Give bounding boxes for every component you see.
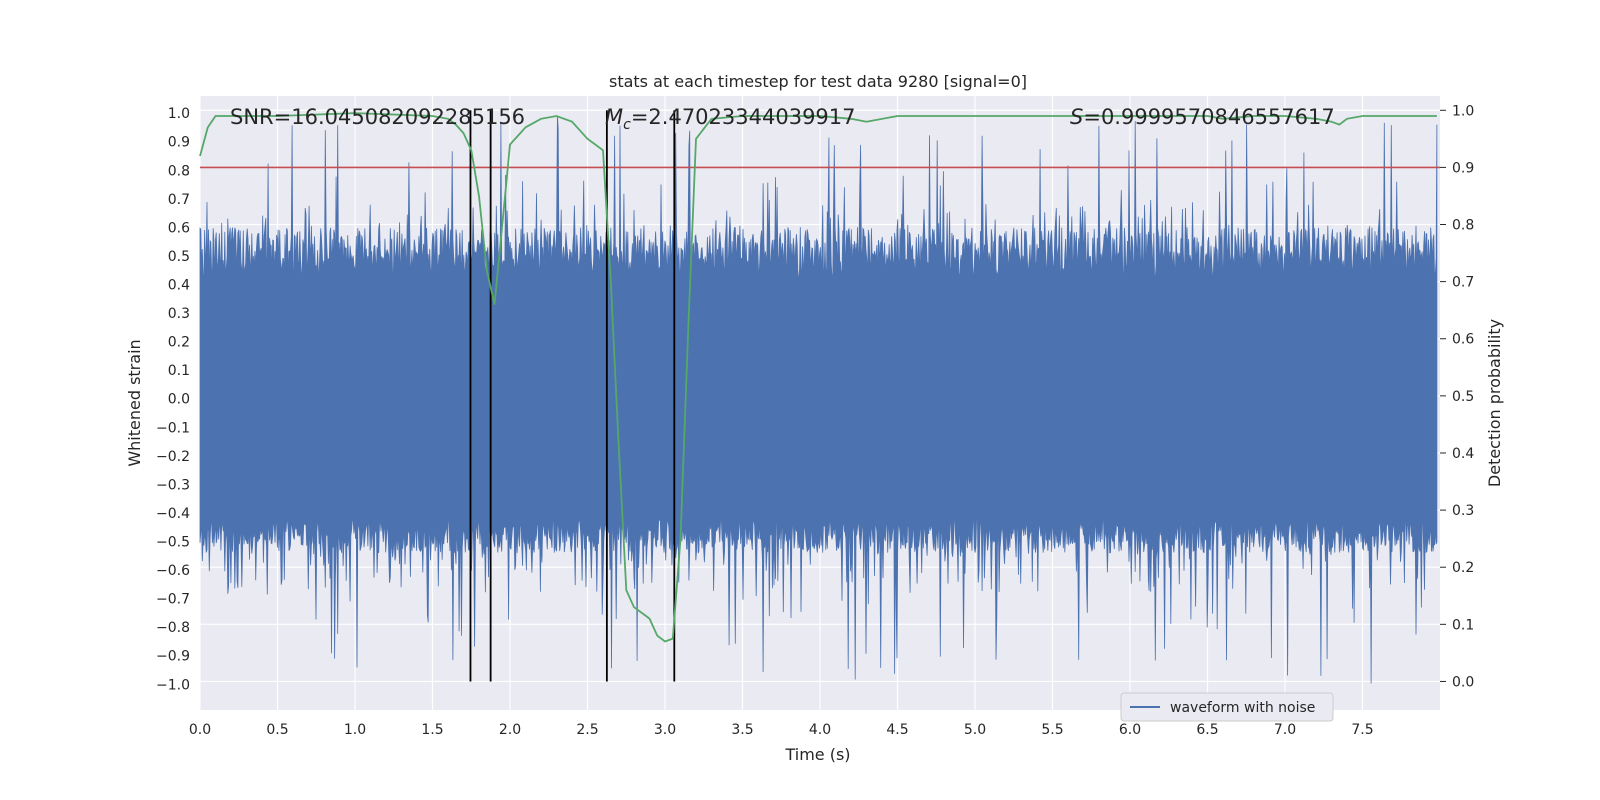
x-tick-label: 6.0 [1119, 722, 1141, 738]
y-left-tick-label: 0.0 [168, 392, 190, 408]
y-left-tick-label: −0.6 [156, 563, 190, 579]
y-left-axis-ticks: 1.0 0.9 0.8 0.7 0.6 0.5 0.4 0.3 0.2 0.1 0.0 −0.1 −0.… [156, 106, 190, 693]
y-right-tick-label: 1.0 [1452, 103, 1474, 119]
legend-label: waveform with noise [1170, 700, 1315, 716]
y-left-tick-label: 0.2 [168, 335, 190, 351]
waveform-fill [199, 115, 1438, 684]
snr-annotation: SNR=16.045082092285156 [230, 105, 525, 129]
x-tick-label: 7.0 [1274, 722, 1296, 738]
y-right-tick-label: 0.9 [1452, 160, 1474, 176]
y-left-tick-label: −0.2 [156, 449, 190, 465]
y-right-tick-label: 0.5 [1452, 389, 1474, 405]
y-left-axis-label: Whitened strain [125, 339, 144, 466]
x-tick-label: 1.0 [344, 722, 366, 738]
y-left-tick-label: −0.5 [156, 535, 190, 551]
probability-series [199, 112, 1437, 643]
x-tick-label: 5.0 [964, 722, 986, 738]
x-tick-label: 7.5 [1351, 722, 1373, 738]
y-left-tick-label: 1.0 [168, 106, 190, 122]
chart-title: stats at each timestep for test data 928… [609, 72, 1027, 91]
chirp-mass-symbol: M [605, 105, 623, 129]
y-right-tick-label: 0.0 [1452, 674, 1474, 690]
y-left-tick-label: 0.9 [168, 135, 190, 151]
y-right-tick-label: 0.3 [1452, 503, 1474, 519]
y-right-tick-label: 0.1 [1452, 617, 1474, 633]
x-tick-label: 6.5 [1196, 722, 1218, 738]
y-right-tick-label: 0.8 [1452, 218, 1474, 234]
x-axis-label: Time (s) [784, 745, 850, 764]
y-left-tick-label: 0.4 [168, 277, 190, 293]
y-left-tick-label: −0.4 [156, 506, 190, 522]
x-tick-label: 2.0 [499, 722, 521, 738]
x-tick-label: 3.0 [654, 722, 676, 738]
significance-annotation: S=0.9999570846557617 [1070, 105, 1335, 129]
y-right-tick-label: 0.7 [1452, 275, 1474, 291]
legend-box [1120, 692, 1334, 722]
y-left-tick-label: −0.1 [156, 420, 190, 436]
x-axis-ticks: 0.0 0.5 1.0 1.5 2.0 2.5 3.0 3.5 4.0 4.5 5.0 5.5 6.0 6… [189, 722, 1374, 738]
x-tick-label: 3.5 [731, 722, 753, 738]
y-left-tick-label: 0.7 [168, 192, 190, 208]
chirp-mass-subscript: c [623, 117, 631, 133]
y-right-tick-label: 0.2 [1452, 560, 1474, 576]
x-tick-label: 0.0 [189, 722, 211, 738]
y-right-axis-label: Detection probability [1485, 319, 1504, 487]
x-tick-label: 0.5 [266, 722, 288, 738]
significance-value: =0.9999570846557617 [1083, 105, 1334, 129]
y-left-tick-label: −0.7 [156, 592, 190, 608]
x-tick-label: 2.5 [576, 722, 598, 738]
legend: waveform with noise [1120, 692, 1334, 722]
y-right-tick-label: 0.4 [1452, 446, 1474, 462]
y-left-tick-label: −1.0 [156, 677, 190, 693]
y-left-tick-label: −0.8 [156, 620, 190, 636]
y-right-axis-ticks: 1.0 0.9 0.8 0.7 0.6 0.5 0.4 0.3 0.2 0.1 0.0 [1440, 103, 1474, 690]
chirp-mass-value: =2.47023344039917 [631, 105, 856, 129]
y-left-tick-label: 0.6 [168, 220, 190, 236]
y-left-tick-label: 0.3 [168, 306, 190, 322]
x-tick-label: 5.5 [1041, 722, 1063, 738]
x-tick-label: 1.5 [421, 722, 443, 738]
y-left-tick-label: 0.1 [168, 363, 190, 379]
x-tick-label: 4.0 [809, 722, 831, 738]
chirp-mass-annotation: Mc=2.47023344039917 [605, 105, 856, 133]
y-left-tick-label: −0.3 [156, 477, 190, 493]
significance-symbol: S [1070, 105, 1083, 129]
x-tick-label: 4.5 [886, 722, 908, 738]
waveform-series [199, 115, 1438, 684]
y-right-tick-label: 0.6 [1452, 332, 1474, 348]
y-left-tick-label: 0.5 [168, 249, 190, 265]
y-left-tick-label: 0.8 [168, 163, 190, 179]
y-left-tick-label: −0.9 [156, 649, 190, 665]
